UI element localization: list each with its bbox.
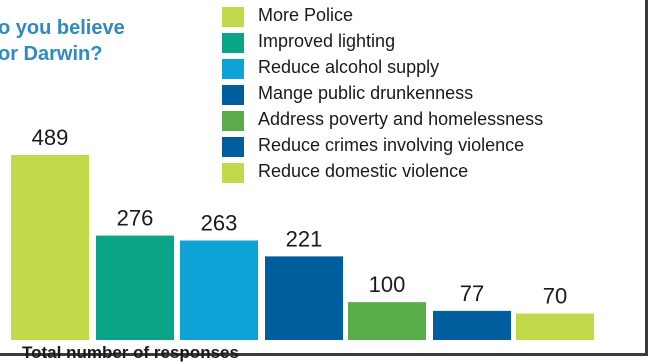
- x-axis-label: Total number of responses: [22, 343, 239, 362]
- bar-2: [96, 235, 174, 340]
- legend-label: More Police: [258, 5, 354, 25]
- bar-value-label-6: 77: [460, 281, 484, 306]
- bar-7: [516, 313, 594, 340]
- legend-item-4: Mange public drunkenness: [222, 83, 651, 108]
- bar-value-label-7: 70: [543, 284, 567, 309]
- legend-label: Improved lighting: [258, 31, 396, 51]
- bar-value-label-4: 221: [286, 226, 323, 251]
- legend-swatch: [222, 33, 244, 53]
- bar-5: [348, 302, 426, 340]
- chart-frame: [0, 0, 648, 356]
- legend-label: Reduce alcohol supply: [258, 57, 440, 77]
- chart-title-line-1: o you believe: [0, 17, 125, 39]
- legend-item-6: Reduce crimes involving violence: [222, 135, 651, 160]
- bar-value-label-5: 100: [369, 272, 406, 297]
- legend-item-1: More Police: [222, 5, 651, 30]
- chart-title-line-2: or Darwin?: [0, 43, 103, 65]
- bar-4: [265, 256, 343, 340]
- legend-swatch: [222, 163, 244, 183]
- legend-label: Reduce domestic violence: [258, 161, 469, 181]
- legend-swatch: [222, 85, 244, 105]
- legend-label: Reduce crimes involving violence: [258, 135, 525, 155]
- bar-value-label-1: 489: [32, 125, 69, 150]
- legend-swatch: [222, 59, 244, 79]
- bar-3: [180, 240, 258, 340]
- legend-swatch: [222, 7, 244, 27]
- bar-1: [11, 155, 89, 340]
- legend-label: Mange public drunkenness: [258, 83, 474, 103]
- legend-label: Address poverty and homelessness: [258, 109, 544, 129]
- legend-swatch: [222, 111, 244, 131]
- legend-item-5: Address poverty and homelessness: [222, 109, 651, 134]
- bar-6: [433, 310, 511, 340]
- legend-item-2: Improved lighting: [222, 31, 651, 56]
- bar-value-label-3: 263: [201, 211, 238, 236]
- bar-value-label-2: 276: [117, 206, 154, 231]
- legend-swatch: [222, 137, 244, 157]
- legend-item-3: Reduce alcohol supply: [222, 57, 651, 82]
- legend-item-7: Reduce domestic violence: [222, 161, 651, 186]
